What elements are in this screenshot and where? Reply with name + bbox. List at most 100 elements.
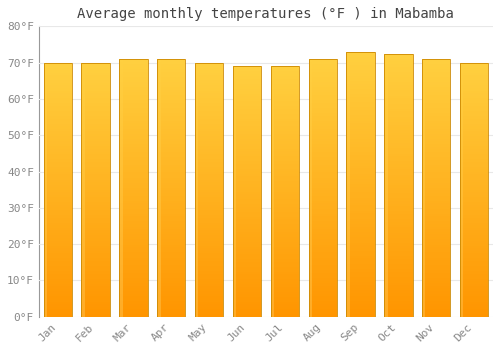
Bar (233, 161, 261, 164)
Bar (308, 113, 337, 116)
Bar (270, 277, 299, 279)
Bar (308, 229, 312, 232)
Bar (44, 230, 47, 233)
Bar (44, 129, 72, 131)
Bar (157, 247, 186, 250)
Bar (157, 103, 186, 105)
Bar (308, 139, 312, 141)
Bar (119, 294, 122, 296)
Bar (270, 167, 274, 169)
Bar (44, 279, 47, 281)
Bar (270, 134, 299, 136)
Bar (44, 274, 72, 276)
Bar (44, 113, 47, 116)
Bar (233, 277, 236, 279)
Bar (195, 103, 224, 106)
Bar (270, 282, 274, 284)
Bar (82, 218, 85, 220)
Bar (195, 271, 224, 274)
Bar (346, 65, 375, 68)
Bar (233, 129, 261, 131)
Bar (270, 292, 299, 294)
Bar (157, 226, 186, 229)
Bar (270, 309, 274, 312)
Bar (157, 152, 186, 154)
Bar (346, 150, 350, 153)
Bar (195, 190, 198, 192)
Bar (233, 259, 236, 262)
Bar (233, 152, 261, 154)
Bar (384, 190, 412, 193)
Bar (82, 208, 110, 210)
Bar (119, 250, 148, 252)
Bar (119, 77, 122, 79)
Bar (384, 167, 388, 169)
Bar (119, 147, 148, 149)
Bar (119, 75, 122, 77)
Bar (44, 116, 47, 119)
Bar (270, 96, 274, 99)
Bar (308, 82, 337, 85)
Bar (82, 302, 85, 304)
Bar (157, 185, 186, 188)
Bar (195, 113, 224, 116)
Bar (346, 211, 375, 214)
Bar (82, 187, 85, 190)
Bar (195, 149, 198, 152)
Bar (422, 116, 426, 118)
Bar (422, 265, 450, 268)
Bar (460, 266, 488, 268)
Bar (157, 162, 160, 165)
Bar (44, 70, 47, 73)
Bar (270, 222, 274, 224)
Bar (233, 159, 236, 161)
Bar (346, 168, 375, 171)
Bar (44, 91, 72, 93)
Bar (460, 261, 488, 264)
Bar (460, 63, 488, 317)
Bar (195, 309, 224, 312)
Bar (346, 314, 375, 317)
Bar (308, 271, 337, 273)
Bar (119, 64, 122, 67)
Bar (82, 289, 85, 292)
Bar (308, 265, 337, 268)
Bar (460, 302, 464, 304)
Bar (346, 158, 375, 160)
Bar (460, 246, 488, 248)
Bar (119, 201, 148, 203)
Bar (157, 314, 160, 317)
Bar (195, 131, 198, 134)
Bar (422, 237, 426, 239)
Bar (308, 167, 312, 170)
Bar (384, 293, 388, 296)
Bar (422, 226, 450, 229)
Bar (119, 152, 148, 154)
Bar (157, 237, 186, 239)
Bar (157, 304, 160, 307)
Bar (346, 142, 375, 145)
Bar (233, 284, 261, 287)
Bar (422, 309, 450, 312)
Bar (422, 69, 450, 72)
Bar (270, 232, 274, 234)
Bar (346, 134, 350, 136)
Bar (384, 54, 388, 56)
Bar (384, 138, 412, 140)
Bar (460, 268, 488, 271)
Bar (195, 248, 224, 251)
Bar (422, 224, 450, 226)
Bar (82, 177, 110, 180)
Bar (308, 250, 337, 252)
Bar (460, 212, 488, 215)
Bar (308, 239, 312, 242)
Bar (346, 102, 375, 105)
Bar (157, 260, 160, 262)
Bar (195, 225, 198, 228)
Bar (195, 154, 198, 157)
Bar (270, 79, 299, 81)
Bar (308, 190, 337, 193)
Bar (422, 216, 426, 219)
Bar (119, 211, 122, 213)
Bar (157, 255, 186, 258)
